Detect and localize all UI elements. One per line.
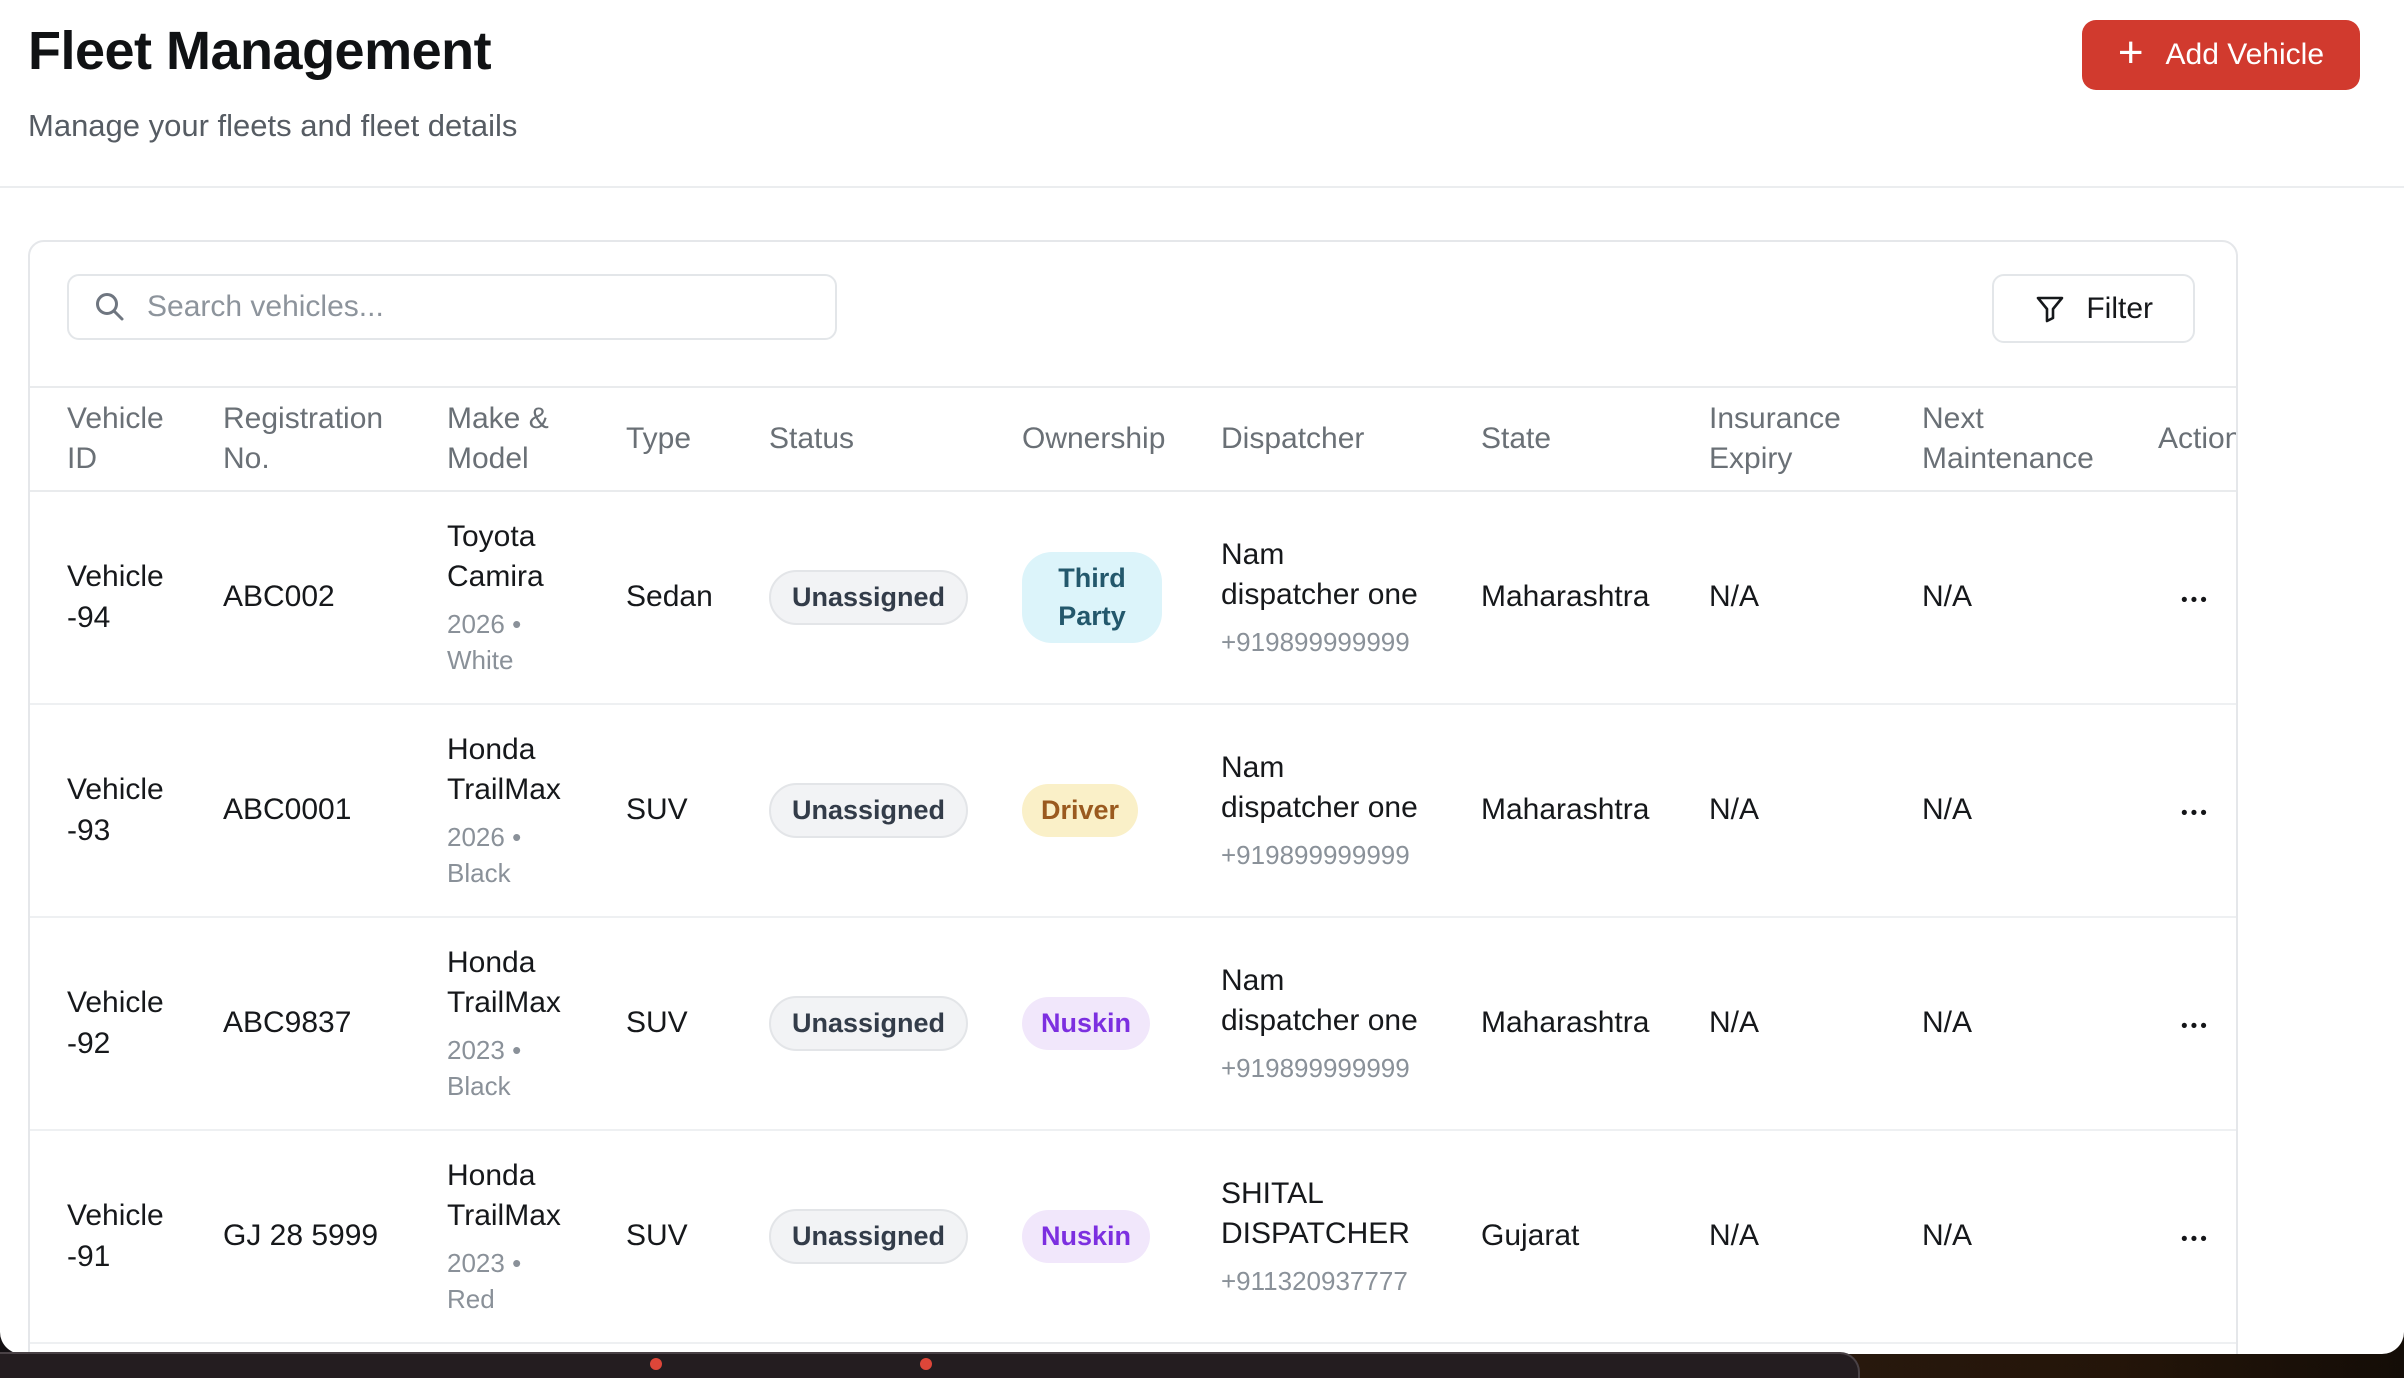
col-header-make-model: Make & Model [410, 387, 589, 491]
make-model-sub: 2026 • Black [447, 819, 574, 892]
col-header-dispatcher: Dispatcher [1184, 387, 1444, 491]
dispatcher-phone: +911320937777 [1221, 1263, 1429, 1299]
insurance-expiry: N/A [1709, 1219, 1759, 1252]
more-options-button[interactable]: ••• [2181, 1230, 2210, 1249]
table-row: Vehicle -93 ABC0001 Honda TrailMax 2026 … [30, 704, 2236, 917]
dispatcher-name: SHITAL DISPATCHER [1221, 1174, 1429, 1255]
more-options-button[interactable]: ••• [2181, 591, 2210, 610]
more-options-icon: ••• [2181, 803, 2210, 824]
make-model: Honda TrailMax [447, 1156, 574, 1237]
make-model-sub: 2026 • White [447, 606, 574, 679]
vehicle-type: Sedan [626, 580, 713, 613]
search-input[interactable] [145, 289, 825, 325]
search-icon [93, 290, 127, 324]
dispatcher-phone: +919899999999 [1221, 1050, 1429, 1086]
col-header-actions: Actions [2121, 387, 2236, 491]
state: Maharashtra [1481, 580, 1649, 613]
insurance-expiry: N/A [1709, 1006, 1759, 1039]
ownership-badge: Nuskin [1022, 997, 1150, 1051]
ownership-badge: Third Party [1022, 552, 1162, 644]
table-row: Vehicle -94 ABC002 Toyota Camira 2026 • … [30, 491, 2236, 704]
add-vehicle-label: Add Vehicle [2166, 38, 2324, 72]
state: Maharashtra [1481, 793, 1649, 826]
status-badge: Unassigned [769, 1209, 968, 1263]
status-badge: Unassigned [769, 996, 968, 1050]
insurance-expiry: N/A [1709, 580, 1759, 613]
dock-notification-dot [650, 1358, 662, 1370]
table-toolbar: Filter [30, 242, 2236, 386]
make-model: Honda TrailMax [447, 943, 574, 1024]
col-header-insurance-expiry: Insurance Expiry [1672, 387, 1885, 491]
state: Gujarat [1481, 1219, 1579, 1252]
state: Maharashtra [1481, 1006, 1649, 1039]
col-header-state: State [1444, 387, 1672, 491]
col-header-vehicle-id: Vehicle ID [30, 387, 186, 491]
status-badge: Unassigned [769, 783, 968, 837]
insurance-expiry: N/A [1709, 793, 1759, 826]
more-options-button[interactable]: ••• [2181, 804, 2210, 823]
vehicles-card: Filter Vehicle ID Registration No. Make … [28, 240, 2238, 1354]
page-subtitle: Manage your fleets and fleet details [28, 108, 2404, 144]
col-header-type: Type [589, 387, 732, 491]
col-header-ownership: Ownership [985, 387, 1184, 491]
dispatcher-phone: +919899999999 [1221, 837, 1429, 873]
next-maintenance: N/A [1922, 1006, 1972, 1039]
page-title: Fleet Management [28, 20, 2404, 82]
dispatcher-phone: +919899999999 [1221, 624, 1429, 660]
registration-no: ABC0001 [223, 793, 351, 826]
col-header-registration: Registration No. [186, 387, 410, 491]
more-options-icon: ••• [2181, 1229, 2210, 1250]
vehicle-id: Vehicle -93 [67, 773, 164, 847]
col-header-status: Status [732, 387, 985, 491]
vehicle-type: SUV [626, 1006, 688, 1039]
next-maintenance: N/A [1922, 580, 1972, 613]
search-box [67, 274, 837, 340]
filter-button[interactable]: Filter [1992, 274, 2195, 343]
make-model: Toyota Camira [447, 517, 574, 598]
more-options-icon: ••• [2181, 590, 2210, 611]
filter-icon [2034, 293, 2066, 325]
vehicle-id: Vehicle -91 [67, 1199, 164, 1273]
registration-no: ABC9837 [223, 1006, 351, 1039]
ownership-badge: Driver [1022, 784, 1138, 838]
dispatcher-name: Nam dispatcher one [1221, 961, 1429, 1042]
add-vehicle-button[interactable]: + Add Vehicle [2082, 20, 2360, 90]
dispatcher-name: Nam dispatcher one [1221, 748, 1429, 829]
vehicles-table: Vehicle ID Registration No. Make & Model… [30, 386, 2236, 1344]
table-row: Vehicle -92 ABC9837 Honda TrailMax 2023 … [30, 917, 2236, 1130]
vehicle-type: SUV [626, 793, 688, 826]
make-model-sub: 2023 • Black [447, 1032, 574, 1105]
ownership-badge: Nuskin [1022, 1210, 1150, 1264]
make-model: Honda TrailMax [447, 730, 574, 811]
registration-no: GJ 28 5999 [223, 1219, 378, 1252]
col-header-next-maintenance: Next Maintenance [1885, 387, 2121, 491]
more-options-icon: ••• [2181, 1016, 2210, 1037]
vehicle-id: Vehicle -92 [67, 986, 164, 1060]
dispatcher-name: Nam dispatcher one [1221, 535, 1429, 616]
status-badge: Unassigned [769, 570, 968, 624]
vehicle-id: Vehicle -94 [67, 560, 164, 634]
vehicle-type: SUV [626, 1219, 688, 1252]
page-header: Fleet Management Manage your fleets and … [0, 0, 2404, 188]
filter-label: Filter [2086, 292, 2153, 326]
next-maintenance: N/A [1922, 793, 1972, 826]
dock-notification-dot [920, 1358, 932, 1370]
plus-icon: + [2118, 31, 2144, 75]
registration-no: ABC002 [223, 580, 335, 613]
table-header-row: Vehicle ID Registration No. Make & Model… [30, 387, 2236, 491]
more-options-button[interactable]: ••• [2181, 1017, 2210, 1036]
make-model-sub: 2023 • Red [447, 1245, 574, 1318]
next-maintenance: N/A [1922, 1219, 1972, 1252]
table-row: Vehicle -91 GJ 28 5999 Honda TrailMax 20… [30, 1130, 2236, 1343]
